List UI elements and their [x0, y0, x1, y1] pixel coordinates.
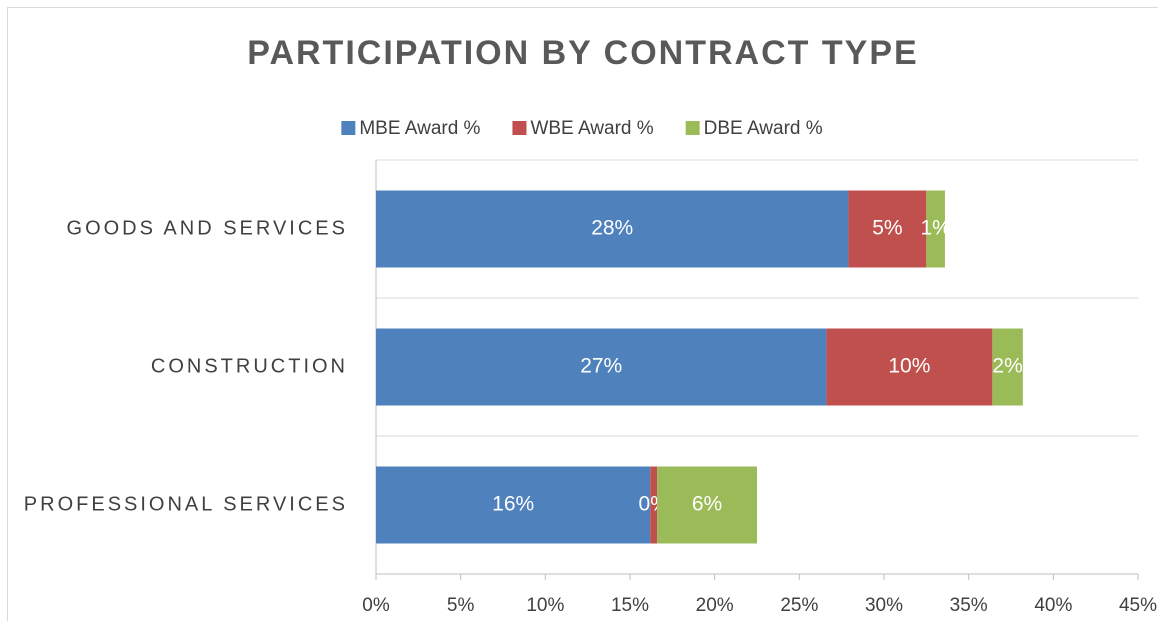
value-label: 2% [992, 355, 1022, 378]
legend-label: MBE Award % [359, 118, 480, 139]
x-tick-label: 45% [1119, 595, 1157, 616]
legend-label: WBE Award % [530, 118, 653, 139]
value-label: 10% [888, 355, 930, 378]
bar-segment [926, 190, 945, 268]
x-tick-label: 5% [447, 595, 475, 616]
legend-swatch [685, 121, 700, 135]
value-label: 16% [492, 493, 534, 516]
x-tick-label: 40% [1034, 595, 1072, 616]
bar-segment [657, 466, 757, 544]
bar-segment [650, 466, 658, 544]
value-label: 27% [580, 355, 622, 378]
x-tick-label: 15% [611, 595, 649, 616]
x-tick-label: 30% [865, 595, 903, 616]
chart-border [7, 7, 1158, 621]
y-tick-label: GOODS AND SERVICES [67, 217, 348, 239]
x-tick-label: 10% [526, 595, 564, 616]
value-label: 28% [591, 217, 633, 240]
legend-swatch [512, 121, 527, 135]
legend-label: DBE Award % [704, 118, 823, 139]
bar-segment [848, 190, 927, 268]
x-tick-label: 25% [780, 595, 818, 616]
bar-segment [376, 328, 827, 406]
y-tick-label: CONSTRUCTION [151, 355, 348, 377]
y-tick-label: PROFESSIONAL SERVICES [24, 493, 348, 515]
x-tick-label: 0% [362, 595, 390, 616]
legend-swatch [341, 121, 356, 135]
x-tick-label: 35% [950, 595, 988, 616]
value-label: 1% [920, 217, 950, 240]
bar-segment [376, 190, 849, 268]
value-label: 5% [872, 217, 902, 240]
chart-title: PARTICIPATION BY CONTRACT TYPE [247, 34, 918, 72]
bar-segment [826, 328, 993, 406]
bar-segment [376, 466, 651, 544]
x-tick-label: 20% [696, 595, 734, 616]
bar-segment [992, 328, 1023, 406]
value-label: 6% [692, 493, 722, 516]
